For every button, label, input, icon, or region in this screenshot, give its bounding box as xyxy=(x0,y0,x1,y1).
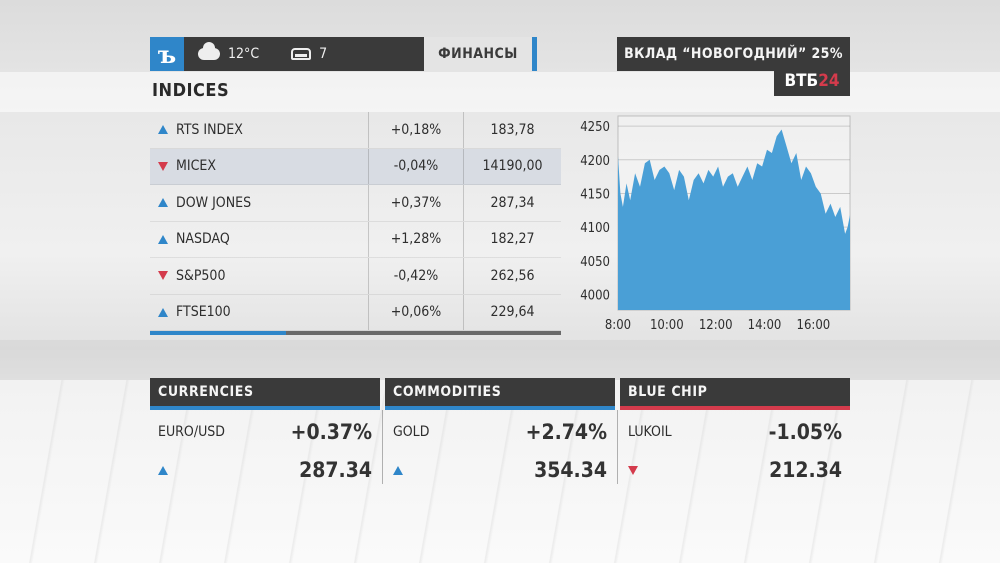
ad-banner: ВКЛАД “НОВОГОДНИЙ” 25% xyxy=(617,37,850,71)
temperature: 12°C xyxy=(228,46,260,62)
indices-title: INDICES xyxy=(152,80,230,101)
market-panel-blue-chip: BLUE CHIP LUKOIL -1.05% 212.34 xyxy=(620,378,850,486)
index-name: RTS INDEX xyxy=(176,121,243,138)
index-name: MICEX xyxy=(176,158,216,175)
index-row: S&P500 -0,42% 262,56 xyxy=(150,258,561,295)
panel-accent-line xyxy=(150,406,380,410)
index-change: -0,04% xyxy=(368,148,463,184)
index-chart-svg: 4000 4050 4100 4150 4200 4250 8:00 10:00 12:00 14… xyxy=(580,115,851,333)
x-tick-label: 12:00 xyxy=(699,318,733,333)
index-name-cell: NASDAQ xyxy=(150,231,368,247)
x-tick-label: 8:00 xyxy=(605,318,631,333)
arrow-up-icon xyxy=(158,465,168,475)
panel-value: 287.34 xyxy=(299,458,372,482)
panel-value-row: 287.34 xyxy=(150,458,380,482)
y-tick-label: 4100 xyxy=(580,221,610,236)
index-name-cell: S&P500 xyxy=(150,268,368,284)
panel-change-row: LUKOIL -1.05% xyxy=(620,420,850,444)
index-name: S&P500 xyxy=(176,267,226,284)
panel-change-row: EURO/USD +0.37% xyxy=(150,420,380,444)
x-tick-label: 14:00 xyxy=(748,318,782,333)
rotation-progress-fill xyxy=(150,331,286,335)
index-value: 183,78 xyxy=(463,112,561,148)
panel-divider xyxy=(617,410,618,484)
panel-label: LUKOIL xyxy=(628,424,672,440)
vtb24-logo: ВТБ 24 xyxy=(774,66,850,96)
index-change: -0,42% xyxy=(368,258,463,294)
market-panel-currencies: CURRENCIES EURO/USD +0.37% 287.34 xyxy=(150,378,383,486)
y-tick-label: 4050 xyxy=(580,255,610,270)
index-name-cell: MICEX xyxy=(150,158,368,174)
market-panel-commodities: COMMODITIES GOLD +2.74% 354.34 xyxy=(385,378,618,486)
panel-divider xyxy=(382,410,383,484)
vtb-brand-main: ВТБ xyxy=(784,71,819,91)
panel-change: -1.05% xyxy=(768,420,842,444)
car-icon xyxy=(291,48,312,60)
index-change: +0,37% xyxy=(368,185,463,221)
traffic-level: 7 xyxy=(319,46,328,62)
panel-value-row: 212.34 xyxy=(620,458,850,482)
index-name: FTSE100 xyxy=(176,304,231,321)
panel-label: EURO/USD xyxy=(158,424,226,440)
panel-value: 354.34 xyxy=(534,458,607,482)
panel-change-row: GOLD +2.74% xyxy=(385,420,615,444)
studio-band-top xyxy=(0,72,1000,112)
index-name: DOW JONES xyxy=(176,194,252,211)
vtb-brand-accent: 24 xyxy=(818,71,840,91)
studio-band-mid xyxy=(0,340,1000,380)
y-tick-label: 4000 xyxy=(580,289,610,304)
index-row: RTS INDEX +0,18% 183,78 xyxy=(150,112,561,149)
indices-table: RTS INDEX +0,18% 183,78 MICEX -0,04% 14190,00… xyxy=(150,112,561,331)
x-tick-label: 10:00 xyxy=(650,318,684,333)
channel-logo-text: ъ xyxy=(157,39,177,69)
index-row: NASDAQ +1,28% 182,27 xyxy=(150,221,561,258)
index-change: +0,06% xyxy=(368,294,463,330)
arrow-down-icon xyxy=(628,465,638,475)
x-tick-label: 16:00 xyxy=(797,318,831,333)
weather-traffic-bar: 12°C 7 xyxy=(184,37,424,71)
index-value: 14190,00 xyxy=(463,148,561,184)
index-name-cell: RTS INDEX xyxy=(150,122,368,138)
index-change: +1,28% xyxy=(368,221,463,257)
rotation-progress-bar xyxy=(150,331,561,335)
arrow-down-icon xyxy=(158,271,168,281)
panel-change: +0.37% xyxy=(290,420,372,444)
panel-accent-line xyxy=(620,406,850,410)
index-change: +0,18% xyxy=(368,112,463,148)
panel-change: +2.74% xyxy=(525,420,607,444)
index-name-cell: DOW JONES xyxy=(150,195,368,211)
panel-value: 212.34 xyxy=(769,458,842,482)
index-row: DOW JONES +0,37% 287,34 xyxy=(150,185,561,222)
index-row: MICEX -0,04% 14190,00 xyxy=(150,148,561,185)
channel-logo: ъ xyxy=(150,37,184,71)
index-row: FTSE100 +0,06% 229,64 xyxy=(150,294,561,331)
chart-area-series xyxy=(618,129,850,310)
index-value: 182,27 xyxy=(463,221,561,257)
index-name-cell: FTSE100 xyxy=(150,304,368,320)
panel-title: BLUE CHIP xyxy=(620,378,850,406)
y-tick-label: 4150 xyxy=(580,187,610,202)
index-value: 262,56 xyxy=(463,258,561,294)
arrow-up-icon xyxy=(158,307,168,317)
arrow-up-icon xyxy=(393,465,403,475)
panel-label: GOLD xyxy=(393,424,430,440)
index-value: 229,64 xyxy=(463,294,561,330)
arrow-up-icon xyxy=(158,234,168,244)
y-tick-label: 4200 xyxy=(580,154,610,169)
y-tick-label: 4250 xyxy=(580,120,610,135)
section-tab-finance: ФИНАНСЫ xyxy=(424,37,537,71)
arrow-up-icon xyxy=(158,125,168,135)
index-chart: 4000 4050 4100 4150 4200 4250 8:00 10:00 12:00 14… xyxy=(568,114,858,340)
index-name: NASDAQ xyxy=(176,231,230,248)
cloud-icon xyxy=(198,42,220,60)
broadcast-header: ъ 12°C 7 ФИНАНСЫ xyxy=(150,37,561,71)
panel-title: CURRENCIES xyxy=(150,378,380,406)
arrow-down-icon xyxy=(158,161,168,171)
arrow-up-icon xyxy=(158,198,168,208)
index-value: 287,34 xyxy=(463,185,561,221)
panel-title: COMMODITIES xyxy=(385,378,615,406)
panel-accent-line xyxy=(385,406,615,410)
panel-value-row: 354.34 xyxy=(385,458,615,482)
